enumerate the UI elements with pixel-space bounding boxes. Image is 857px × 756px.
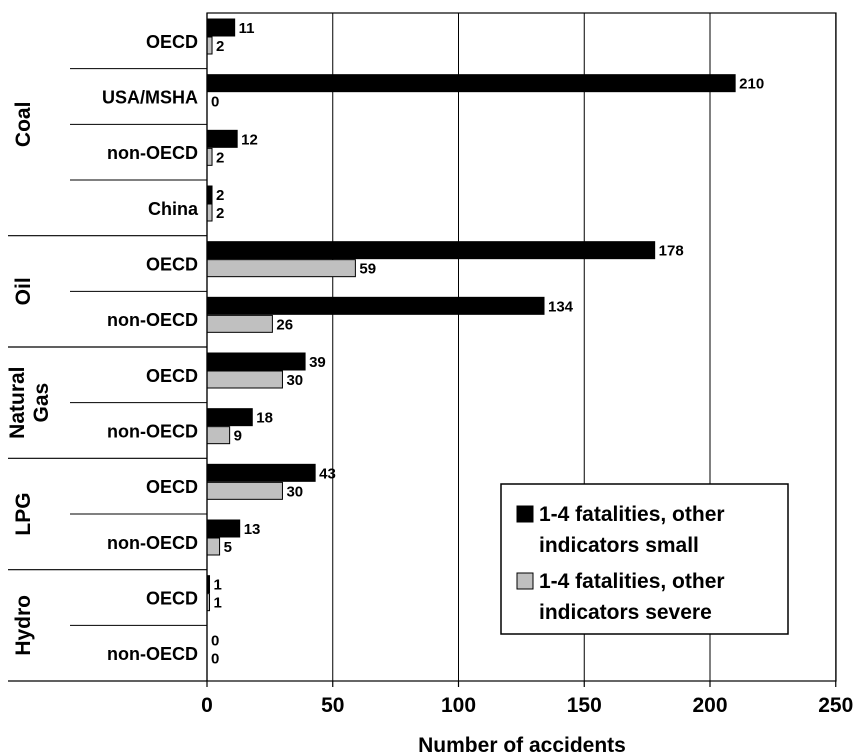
- category-label: OECD: [146, 366, 198, 386]
- legend-swatch-small: [516, 505, 534, 523]
- x-axis-title: Number of accidents: [418, 734, 626, 756]
- bar-small: [206, 18, 236, 37]
- group-label: Hydro: [12, 595, 35, 656]
- value-label: 26: [276, 316, 293, 333]
- bar-small: [206, 296, 545, 315]
- bar-small: [206, 519, 241, 538]
- value-label: 43: [319, 465, 336, 482]
- value-label: 5: [224, 539, 232, 556]
- value-label: 134: [548, 298, 574, 315]
- bars: [206, 18, 736, 612]
- legend: 1-4 fatalities, other indicators small 1…: [500, 483, 789, 635]
- legend-label-small-line1: 1-4 fatalities, other: [539, 503, 725, 526]
- value-label: 39: [309, 354, 326, 371]
- bar-severe: [206, 203, 213, 222]
- bar-severe: [206, 259, 356, 278]
- value-label: 12: [241, 131, 258, 148]
- x-tick-label: 100: [441, 694, 476, 717]
- category-label: non-OECD: [107, 533, 198, 553]
- category-label: OECD: [146, 589, 198, 609]
- category-label: non-OECD: [107, 422, 198, 442]
- category-label: OECD: [146, 255, 198, 275]
- group-label: NaturalGas: [6, 366, 53, 438]
- x-tick-label: 150: [567, 694, 602, 717]
- labels: 0 50 100 150 200 250CoalOilNaturalGasLPGHydro…: [6, 20, 853, 717]
- plot-frame: [8, 12, 837, 687]
- bar-small: [206, 352, 306, 371]
- category-label: non-OECD: [107, 143, 198, 163]
- x-tick-label: 50: [321, 694, 344, 717]
- bar-small: [206, 185, 213, 204]
- bar-small: [206, 129, 238, 148]
- value-label: 13: [244, 521, 261, 538]
- value-label: 178: [659, 243, 684, 260]
- value-label: 1: [214, 595, 222, 612]
- legend-box: [500, 483, 789, 635]
- value-label: 1: [214, 577, 222, 594]
- category-label: non-OECD: [107, 644, 198, 664]
- group-label: Coal: [12, 102, 35, 148]
- bar-severe: [206, 426, 231, 445]
- value-label: 0: [211, 650, 219, 667]
- legend-label-severe-line1: 1-4 fatalities, other: [539, 570, 725, 593]
- value-label: 0: [211, 94, 219, 111]
- bar-small: [206, 463, 316, 482]
- bar-small: [206, 74, 736, 93]
- bar-severe: [206, 36, 213, 55]
- bar-severe: [206, 314, 273, 333]
- value-label: 11: [239, 20, 255, 37]
- group-label: LPG: [12, 492, 35, 535]
- bar-severe: [206, 147, 213, 166]
- legend-label-small-line2: indicators small: [539, 534, 699, 557]
- legend-swatch-severe: [516, 572, 534, 590]
- value-label: 30: [286, 483, 303, 500]
- value-label: 18: [256, 410, 273, 427]
- bar-small: [206, 241, 656, 260]
- value-label: 2: [216, 205, 224, 222]
- value-label: 2: [216, 187, 224, 204]
- category-label: China: [148, 199, 199, 219]
- value-label: 30: [286, 372, 303, 389]
- bar-small: [206, 408, 253, 427]
- x-tick-label: 0: [201, 694, 213, 717]
- value-label: 0: [211, 632, 219, 649]
- bar-severe: [206, 370, 283, 389]
- group-label: Oil: [12, 277, 35, 305]
- x-tick-label: 250: [818, 694, 853, 717]
- category-label: non-OECD: [107, 310, 198, 330]
- x-tick-label: 200: [692, 694, 727, 717]
- legend-label-severe-line2: indicators severe: [539, 601, 712, 624]
- category-label: USA/MSHA: [102, 88, 198, 108]
- value-label: 2: [216, 38, 224, 55]
- bar-severe: [206, 481, 283, 500]
- bar-severe: [206, 537, 221, 556]
- category-label: OECD: [146, 32, 198, 52]
- category-label: OECD: [146, 477, 198, 497]
- value-label: 210: [739, 76, 764, 93]
- value-label: 59: [359, 261, 376, 278]
- value-label: 2: [216, 149, 224, 166]
- value-label: 9: [234, 428, 242, 445]
